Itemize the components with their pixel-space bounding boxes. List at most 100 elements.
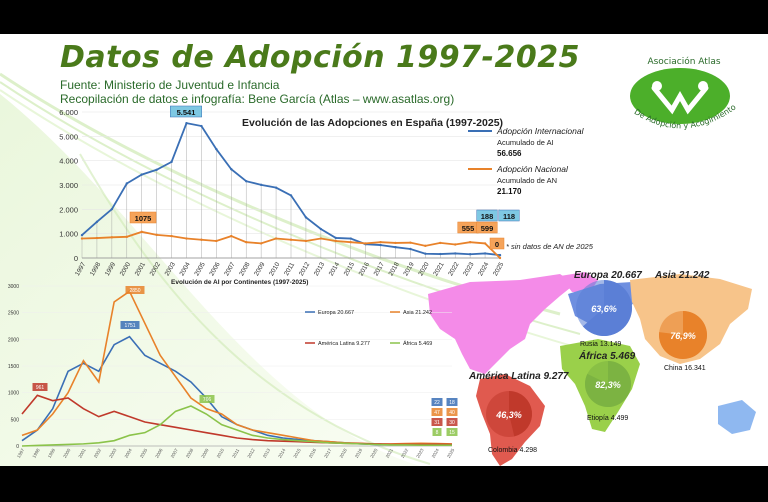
callout-box [498, 209, 520, 222]
data-point [379, 240, 382, 244]
x-tick-label: 2017 [323, 447, 333, 459]
x-tick-label: 1999 [47, 447, 57, 459]
callout-label: 8 [436, 430, 439, 436]
oceania-shape [718, 400, 756, 434]
x-tick-label: 2007 [170, 447, 180, 459]
data-point [125, 235, 128, 239]
data-point [394, 245, 397, 249]
data-point [364, 242, 367, 245]
callout-label: 18 [449, 400, 455, 406]
y-tick-label: 5.000 [59, 132, 78, 141]
x-tick-label: 2001 [134, 261, 147, 277]
x-tick-label: 2008 [185, 447, 195, 459]
data-point [185, 237, 188, 240]
y-tick-label: 2.000 [59, 205, 78, 214]
callout-label: 118 [503, 212, 515, 221]
x-tick-label: 2013 [262, 447, 272, 459]
legend-total-value: 21.170 [497, 187, 522, 196]
data-point [439, 252, 442, 256]
x-tick-label: 2016 [358, 261, 371, 277]
data-point [200, 238, 203, 241]
region-label: América Latina 9.277 [468, 371, 569, 382]
data-point [110, 236, 114, 239]
source-line: Fuente: Ministerio de Juventud e Infanci… [60, 78, 280, 92]
callout-box [32, 383, 48, 391]
x-tick-label: 2022 [400, 447, 410, 459]
data-point [95, 236, 99, 240]
data-point [289, 238, 293, 241]
callout-label: 188 [481, 212, 494, 221]
data-point [483, 252, 487, 255]
data-point [140, 173, 143, 176]
x-tick-label: 2014 [277, 447, 287, 459]
data-point [215, 239, 218, 243]
callout-box [446, 408, 458, 416]
x-tick-label: 2009 [253, 261, 266, 277]
data-point [304, 239, 308, 243]
country-label: Colombia 4.298 [488, 447, 537, 454]
logo-top-text: Asociación Atlas [647, 56, 720, 67]
infographic: Datos de Adopción 1997-2025 Fuente: Mini… [0, 34, 768, 466]
data-point [215, 147, 218, 151]
callout-box [489, 237, 505, 250]
x-tick-label: 2018 [339, 447, 349, 459]
x-tick-label: 2018 [388, 261, 401, 277]
x-tick-label: 2021 [385, 447, 395, 459]
y-tick-label: 4.000 [59, 157, 78, 166]
pie-main-slice [582, 280, 633, 337]
x-tick-label: 1999 [104, 261, 117, 277]
data-point [468, 253, 472, 256]
y-tick-label: 3.000 [59, 181, 78, 190]
x-tick-label: 2004 [124, 447, 134, 459]
data-point [394, 241, 397, 245]
data-point [498, 256, 502, 260]
x-tick-label: 2006 [154, 447, 164, 459]
callout-label: 47 [434, 410, 440, 416]
x-tick-label: 1998 [31, 447, 41, 459]
data-point [454, 243, 457, 246]
north-america-shape [428, 274, 575, 374]
swoosh-left [0, 94, 420, 466]
data-point [424, 252, 427, 255]
pie-percent-label: 63,6% [591, 304, 617, 314]
data-point [155, 168, 158, 171]
data-point [409, 241, 412, 244]
legend-label: Adopción Nacional [496, 164, 569, 174]
y-tick-label: 0 [16, 444, 19, 450]
legend-label: Europa 20.667 [318, 310, 354, 316]
data-point [245, 240, 248, 244]
data-point [259, 183, 263, 187]
y-tick-label: 0 [74, 254, 78, 263]
callout-label: 40 [449, 410, 455, 416]
callout-box [431, 408, 443, 416]
region-label: África 5.469 [578, 349, 636, 362]
x-tick-label: 2021 [432, 261, 445, 277]
data-point [80, 233, 84, 237]
logo: Asociación Atlas De Adopción y Acogimien… [630, 56, 738, 130]
callout-label: 15 [449, 430, 455, 436]
x-tick-label: 2022 [447, 261, 460, 277]
data-point [454, 252, 457, 255]
page-title: Datos de Adopción 1997-2025 [60, 40, 580, 75]
x-tick-label: 2009 [200, 447, 210, 459]
legend-label: Asia 21.242 [403, 310, 432, 316]
y-tick-label: 6.000 [59, 108, 78, 117]
callout-box [199, 395, 215, 403]
x-tick-label: 1997 [74, 261, 87, 277]
legend-total-value: 56.656 [497, 149, 522, 158]
legend-total-label: Acumulado de AI [497, 138, 554, 147]
data-point [424, 244, 427, 248]
data-point [349, 237, 352, 240]
data-point [259, 242, 263, 245]
callout-box [446, 398, 458, 406]
x-tick-label: 2008 [238, 261, 251, 277]
callout-box [476, 221, 498, 234]
legend-total-label: Acumulado de AN [497, 176, 557, 185]
x-tick-label: 2003 [164, 261, 177, 277]
y-tick-label: 500 [11, 417, 20, 423]
x-tick-label: 2006 [208, 261, 221, 277]
x-tick-label: 2023 [415, 447, 425, 459]
country-label: Etiopía 4.499 [587, 415, 628, 422]
data-point [110, 207, 114, 211]
